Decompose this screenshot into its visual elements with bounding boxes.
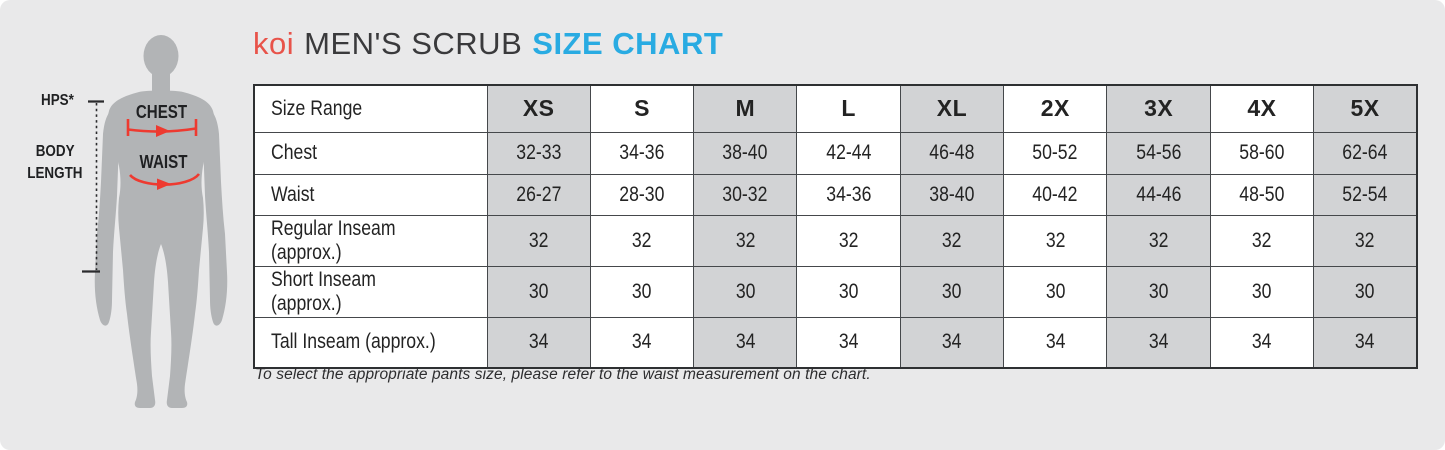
table-cell: 30: [1106, 265, 1211, 318]
table-header-row: Size Range XS S M L XL 2X 3X 4X 5X: [253, 84, 1418, 133]
table-cell: 32: [1313, 214, 1418, 267]
row-label: Waist: [253, 173, 488, 216]
silhouette-left-arm: [94, 110, 120, 326]
chest-arrowhead-icon: [156, 125, 170, 137]
table-cell: 34: [1209, 316, 1315, 369]
table-cell: 30: [1209, 265, 1315, 318]
column-header-3x: 3X: [1106, 84, 1211, 133]
hps-label: HPS*: [40, 92, 74, 109]
table-row-regular-inseam: Regular Inseam (approx.) 32 32 32 32 32 …: [253, 214, 1418, 267]
table-cell: 30: [486, 265, 591, 318]
table-cell: 54-56: [1106, 131, 1211, 175]
silhouette-right-arm: [202, 110, 228, 326]
table-cell: 32: [486, 214, 591, 267]
table-cell: 32: [796, 214, 901, 267]
table-cell: 34: [1003, 316, 1108, 369]
silhouette-torso-legs: [107, 90, 215, 408]
table-cell: 32: [589, 214, 695, 267]
table-cell: 30: [899, 265, 1005, 318]
table-cell: 32: [693, 214, 798, 267]
waist-label: WAIST: [139, 152, 187, 172]
table-cell: 28-30: [589, 173, 695, 216]
table-cell: 30: [796, 265, 901, 318]
row-label: Tall Inseam (approx.): [253, 316, 488, 369]
table-cell: 32: [1003, 214, 1108, 267]
column-header-m: M: [693, 84, 798, 133]
table-row-short-inseam: Short Inseam (approx.) 30 30 30 30 30 30…: [253, 265, 1418, 318]
body-silhouette-image: [94, 35, 228, 408]
table-cell: 42-44: [796, 131, 901, 175]
column-header-xl: XL: [899, 84, 1005, 133]
silhouette-head: [143, 35, 179, 77]
table-cell: 30: [1313, 265, 1418, 318]
table-cell: 34: [486, 316, 591, 369]
table-cell: 32-33: [486, 131, 591, 175]
body-length-label: BODY LENGTH: [27, 143, 83, 182]
column-header-size-range: Size Range: [253, 84, 488, 133]
table-cell: 34: [589, 316, 695, 369]
column-header-xs: XS: [486, 84, 591, 133]
table-cell: 32: [899, 214, 1005, 267]
table-cell: 52-54: [1313, 173, 1418, 216]
size-chart-table: Size Range XS S M L XL 2X 3X 4X 5X Chest…: [253, 84, 1418, 369]
footnote: To select the appropriate pants size, pl…: [255, 366, 871, 383]
table-cell: 34: [1313, 316, 1418, 369]
table-cell: 62-64: [1313, 131, 1418, 175]
table-cell: 38-40: [899, 173, 1005, 216]
table-cell: 38-40: [693, 131, 798, 175]
column-header-5x: 5X: [1313, 84, 1418, 133]
table-cell: 30: [589, 265, 695, 318]
table-cell: 50-52: [1003, 131, 1108, 175]
table-cell: 46-48: [899, 131, 1005, 175]
table-cell: 34: [1106, 316, 1211, 369]
table-cell: 44-46: [1106, 173, 1211, 216]
title-middle: MEN'S SCRUB: [304, 26, 523, 61]
chest-label: CHEST: [136, 102, 188, 122]
column-header-2x: 2X: [1003, 84, 1108, 133]
silhouette-neck: [152, 68, 170, 92]
table-cell: 30-32: [693, 173, 798, 216]
table-row-waist: Waist 26-27 28-30 30-32 34-36 38-40 40-4…: [253, 173, 1418, 216]
table-cell: 34-36: [796, 173, 901, 216]
column-header-4x: 4X: [1209, 84, 1315, 133]
table-cell: 34: [693, 316, 798, 369]
table-cell: 26-27: [486, 173, 591, 216]
table-cell: 48-50: [1209, 173, 1315, 216]
table-cell: 30: [1003, 265, 1108, 318]
table-row-chest: Chest 32-33 34-36 38-40 42-44 46-48 50-5…: [253, 131, 1418, 175]
brand-name: koi: [253, 26, 295, 61]
title-highlight: SIZE CHART: [532, 26, 724, 61]
table-cell: 34: [796, 316, 901, 369]
table-cell: 34: [899, 316, 1005, 369]
row-label: Chest: [253, 131, 488, 175]
table-cell: 40-42: [1003, 173, 1108, 216]
table-cell: 34-36: [589, 131, 695, 175]
waist-arrowhead-icon: [157, 178, 171, 190]
column-header-l: L: [796, 84, 901, 133]
row-label: Regular Inseam (approx.): [253, 214, 488, 267]
table-row-tall-inseam: Tall Inseam (approx.) 34 34 34 34 34 34 …: [253, 316, 1418, 369]
table-cell: 32: [1209, 214, 1315, 267]
row-label: Short Inseam (approx.): [253, 265, 488, 318]
column-header-s: S: [589, 84, 695, 133]
table-cell: 30: [693, 265, 798, 318]
table-cell: 58-60: [1209, 131, 1315, 175]
page-title: koi MEN'S SCRUB SIZE CHART: [253, 27, 723, 61]
measurement-annotations: [82, 100, 201, 273]
table-cell: 32: [1106, 214, 1211, 267]
